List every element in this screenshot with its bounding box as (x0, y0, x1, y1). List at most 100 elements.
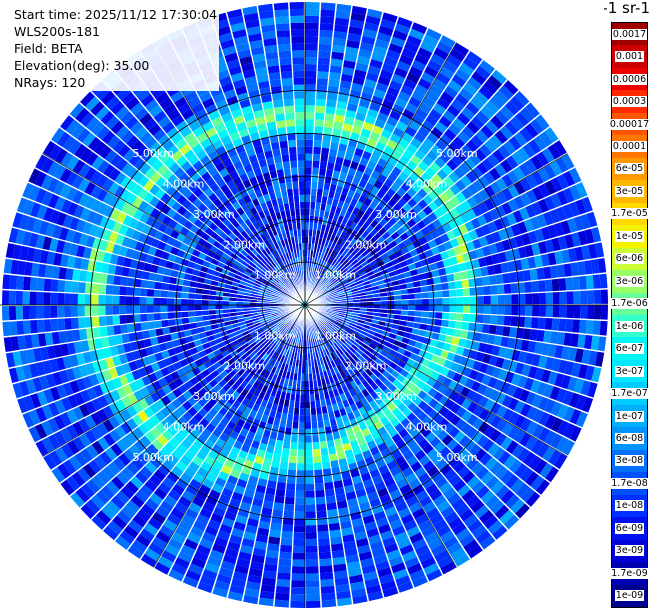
range-gate-cell (323, 332, 330, 340)
range-gate-cell (311, 174, 319, 182)
range-gate-cell (599, 273, 608, 289)
range-gate-cell (167, 513, 181, 526)
range-gate-cell (338, 507, 350, 516)
range-gate-cell (322, 461, 331, 470)
range-gate-cell (578, 363, 588, 379)
range-gate-cell (157, 556, 174, 569)
range-gate-cell (321, 326, 327, 333)
range-gate-cell (236, 478, 248, 489)
range-gate-cell (427, 255, 436, 265)
range-gate-cell (532, 305, 540, 317)
range-gate-cell (323, 324, 330, 331)
range-gate-cell (278, 398, 285, 406)
range-gate-cell (458, 87, 474, 101)
range-gate-cell (500, 489, 515, 504)
range-gate-cell (153, 313, 162, 321)
range-gate-cell (180, 544, 196, 557)
range-gate-cell (211, 483, 224, 494)
range-gate-cell (305, 187, 311, 195)
range-gate-cell (418, 329, 427, 337)
range-gate-cell (457, 484, 471, 498)
range-gate-cell (490, 401, 502, 415)
range-gate-cell (284, 496, 295, 505)
range-gate-cell (319, 335, 324, 343)
range-gate-cell (315, 265, 320, 273)
range-gate-cell (489, 389, 500, 402)
range-gate-cell (57, 280, 66, 293)
range-gate-cell (254, 540, 268, 550)
range-gate-cell (317, 328, 323, 336)
range-gate-cell (292, 552, 305, 560)
range-gate-cell (378, 374, 387, 383)
range-gate-cell (322, 333, 328, 341)
range-gate-cell (367, 440, 377, 450)
range-gate-cell (195, 293, 203, 300)
range-gate-cell (346, 366, 354, 375)
range-gate-cell (383, 244, 392, 253)
range-gate-cell (219, 448, 230, 459)
range-gate-cell (392, 397, 403, 407)
range-gate-cell (327, 190, 335, 199)
range-gate-cell (229, 584, 245, 595)
range-gate-cell (332, 251, 339, 259)
range-gate-cell (287, 328, 293, 336)
range-gate-cell (57, 305, 65, 318)
range-gate-cell (418, 454, 431, 467)
range-gate-cell (527, 256, 537, 269)
range-gate-cell (240, 544, 254, 555)
range-gate-cell (544, 126, 559, 143)
range-gate-cell (305, 538, 318, 546)
range-gate-cell (562, 390, 574, 406)
range-gate-cell (550, 176, 563, 192)
range-gate-cell (446, 158, 458, 171)
range-gate-cell (339, 362, 347, 371)
range-gate-cell (448, 516, 463, 530)
range-gate-cell (327, 155, 336, 164)
range-gate-cell (397, 91, 411, 103)
range-gate-cell (2, 321, 11, 337)
range-gate-cell (368, 329, 376, 336)
range-gate-cell (342, 399, 350, 408)
range-gate-cell (517, 375, 528, 389)
range-gate-cell (392, 285, 401, 291)
range-gate-cell (419, 279, 428, 287)
range-gate-cell (429, 488, 443, 501)
range-gate-cell (181, 490, 195, 502)
range-gate-cell (435, 290, 443, 298)
range-gate-cell (324, 355, 331, 363)
range-gate-cell (288, 379, 294, 387)
range-gate-cell (383, 122, 395, 133)
range-gate-cell (276, 579, 291, 587)
range-gate-cell (510, 478, 525, 494)
range-gate-cell (92, 327, 101, 339)
range-gate-cell (204, 455, 216, 466)
range-gate-cell (387, 217, 397, 227)
range-gate-cell (521, 363, 532, 377)
range-gate-cell (371, 504, 384, 515)
range-gate-cell (299, 408, 305, 416)
range-gate-cell (15, 306, 23, 321)
range-gate-cell (388, 43, 403, 54)
range-gate-cell (339, 325, 347, 332)
range-gate-cell (358, 246, 367, 255)
range-gate-cell (310, 331, 314, 339)
range-gate-cell (566, 290, 574, 304)
range-gate-cell (280, 332, 287, 340)
range-gate-cell (246, 482, 257, 492)
range-gate-cell (403, 41, 419, 53)
range-gate-cell (161, 282, 169, 291)
range-gate-cell (471, 524, 487, 539)
range-gate-cell (282, 441, 291, 449)
range-gate-cell (467, 413, 479, 426)
range-gate-cell (532, 186, 544, 201)
range-gate-cell (574, 246, 584, 261)
range-gate-cell (326, 255, 333, 264)
range-gate-cell (530, 439, 544, 455)
range-gate-cell (332, 351, 339, 359)
range-gate-cell (119, 286, 127, 296)
range-gate-cell (383, 357, 392, 366)
range-gate-cell (446, 369, 456, 380)
range-gate-cell (498, 368, 508, 381)
range-gate-cell (478, 395, 490, 408)
range-gate-cell (443, 211, 454, 222)
